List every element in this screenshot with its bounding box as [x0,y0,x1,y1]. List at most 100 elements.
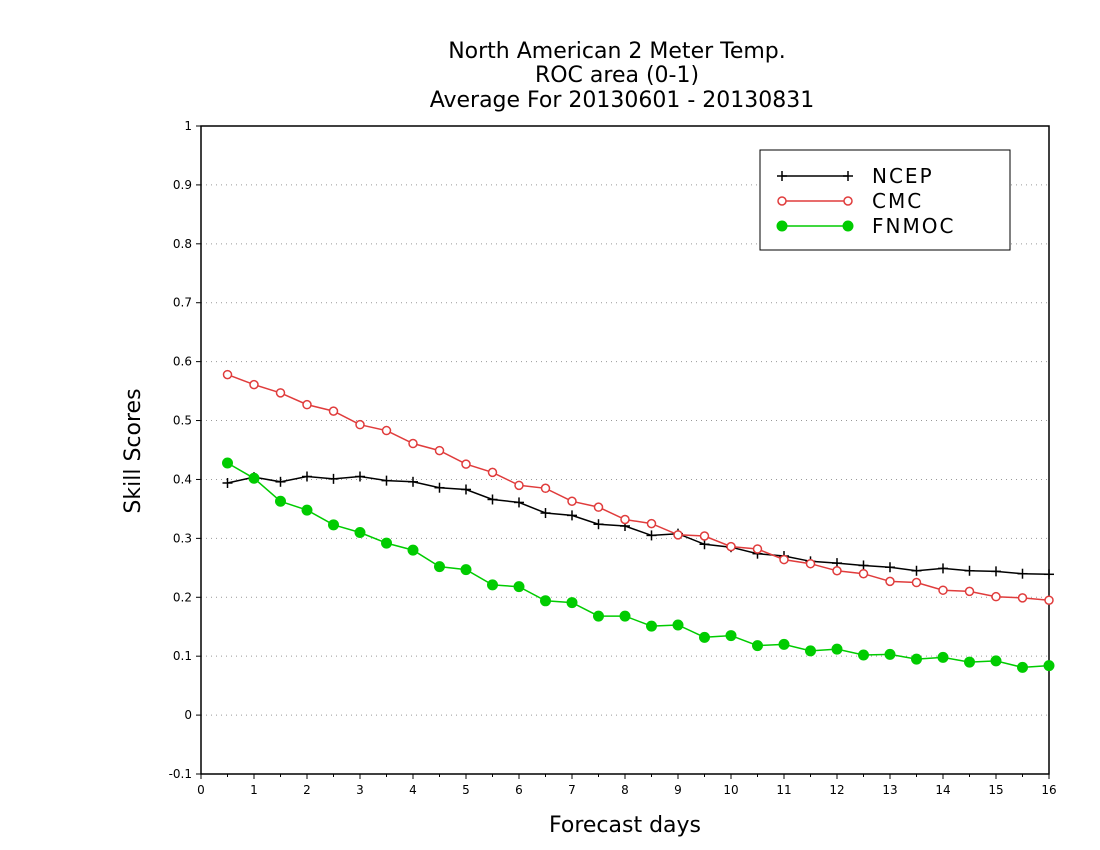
y-tick-label: 0.4 [173,472,192,486]
cmc-point [1017,593,1028,603]
x-tick-label: 6 [515,783,523,797]
cmc-point [381,425,392,436]
y-tick-label: 0.8 [173,237,192,251]
cmc-point [302,399,312,410]
ncep-point [991,566,1001,577]
ncep-point [461,484,471,495]
cmc-point [805,558,816,569]
x-tick-label: 3 [356,783,364,797]
ncep-point [858,560,869,571]
cmc-point [646,518,657,529]
ncep-point [222,477,233,488]
x-tick-label: 9 [674,783,682,797]
cmc-point [514,480,524,491]
ncep-point [381,475,392,486]
x-axis-label: Forecast days [549,813,701,838]
ncep-point [567,510,577,521]
ncep-point [355,471,365,482]
cmc-point [249,379,259,390]
x-tick-label: 11 [776,783,791,797]
title-line-1: North American 2 Meter Temp. [448,39,786,64]
fnmoc-point [699,631,710,643]
cmc-point [328,406,339,416]
cmc-point [487,467,498,478]
cmc-point [911,577,922,588]
chart-title: North American 2 Meter Temp. ROC area (0… [430,39,815,113]
x-tick-label: 4 [409,783,417,797]
x-tick-label: 13 [882,783,897,797]
x-tick-label: 16 [1041,783,1056,797]
cmc-point [355,419,365,430]
fnmoc-point [1017,661,1028,673]
ncep-point [699,539,710,550]
fnmoc-point [884,648,896,660]
cmc-point [567,496,577,507]
y-tick-label: 0.2 [173,590,192,604]
fnmoc-point [275,495,286,507]
legend-entry-ncep: NCEP [777,164,934,188]
fnmoc-point [222,457,233,469]
cmc-point [620,514,630,525]
y-tick-label: 0.9 [173,178,192,192]
y-tick-label: -0.1 [169,767,192,781]
ncep-point [964,565,975,576]
ncep-point [487,494,498,505]
gridlines [201,184,1049,716]
fnmoc-point [248,472,260,484]
fnmoc-point [778,638,790,650]
ncep-point [328,473,339,484]
ncep-line [227,475,1050,576]
x-tick-label: 7 [568,783,576,797]
x-tick-label: 12 [829,783,844,797]
x-tick-label: 10 [723,783,738,797]
fnmoc-point [619,610,631,622]
fnmoc-point [566,597,578,609]
y-tick-label: 0.7 [173,296,192,310]
cmc-point [885,576,895,587]
fnmoc-point [1043,660,1055,672]
ncep-point [646,530,657,541]
legend-marker [843,171,853,181]
series-fnmoc [222,457,1055,673]
y-tick-label: 0.1 [173,649,192,663]
cmc-point [1044,595,1054,605]
ncep-point [1044,569,1054,580]
fnmoc-point [672,619,684,631]
ncep-point [911,565,922,576]
cmc-point [832,566,842,576]
x-axis: 0 1 2 3 4 5 6 7 8 9 10 11 12 13 14 15 16 [197,774,1057,797]
fnmoc-point [381,537,392,549]
y-tick-label: 1 [184,119,192,133]
legend-label: NCEP [872,164,934,188]
cmc-point [275,388,286,398]
series-ncep [222,471,1054,580]
cmc-point [699,531,710,541]
ncep-point [938,563,948,574]
fnmoc-point [513,581,525,593]
fnmoc-point [805,645,816,657]
ncep-point [540,508,551,519]
legend-label: CMC [872,189,923,213]
fnmoc-point [752,640,763,652]
x-tick-label: 8 [621,783,629,797]
fnmoc-point [540,595,551,607]
x-tick-label: 5 [462,783,470,797]
cmc-point [593,502,604,512]
cmc-point [540,483,551,494]
fnmoc-line [227,462,1050,669]
legend-marker [776,220,788,232]
ncep-point [302,471,312,482]
legend-marker [843,196,853,206]
ncep-point [275,476,286,487]
ncep-point [1017,568,1028,579]
cmc-point [752,544,763,554]
cmc-line [227,373,1050,601]
fnmoc-point [328,519,339,531]
y-tick-label: 0 [184,708,192,722]
series-cmc [222,369,1054,605]
legend-marker [842,220,854,232]
cmc-point [408,438,418,449]
fnmoc-point [434,561,445,573]
fnmoc-point [831,643,843,655]
